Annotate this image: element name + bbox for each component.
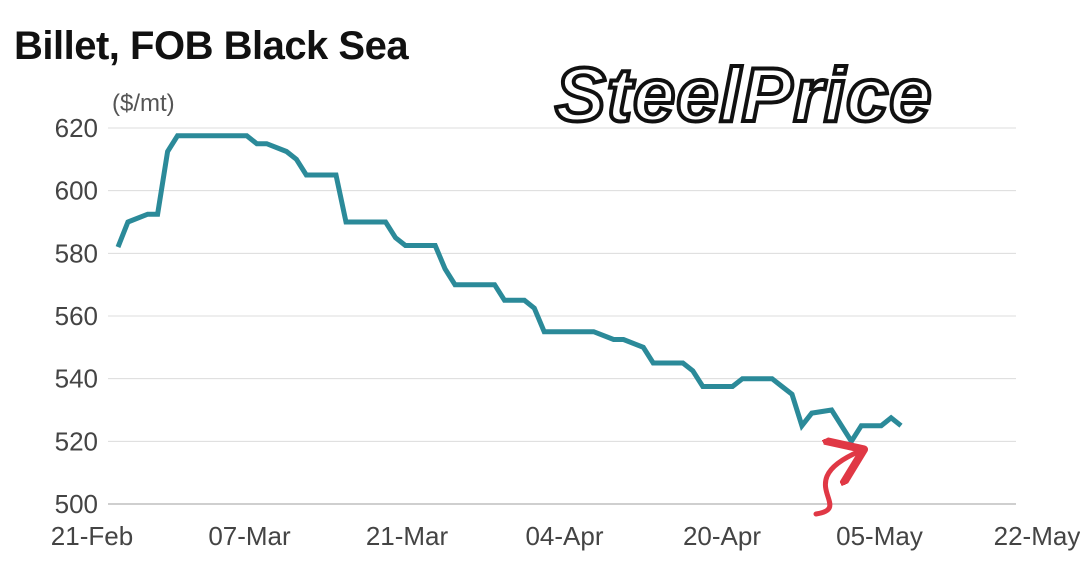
x-tick-label: 07-Mar [208, 521, 291, 551]
x-tick-label: 22-May [994, 521, 1080, 551]
watermark-logo: SteelPrice [553, 51, 934, 140]
x-tick-label: 21-Feb [51, 521, 133, 551]
x-tick-label: 05-May [836, 521, 923, 551]
y-tick-label: 520 [55, 426, 98, 456]
chart-title: Billet, FOB Black Sea [14, 24, 409, 68]
price-line [115, 133, 903, 446]
y-tick-label: 580 [55, 238, 98, 268]
y-tick-label: 560 [55, 301, 98, 331]
x-tick-label: 04-Apr [525, 521, 603, 551]
y-tick-label: 540 [55, 364, 98, 394]
annotation-arrow [813, 451, 859, 517]
y-tick-label: 620 [55, 113, 98, 143]
x-tick-label: 20-Apr [683, 521, 761, 551]
x-tick-label: 21-Mar [366, 521, 449, 551]
y-axis-unit-label: ($/mt) [112, 90, 175, 117]
y-tick-label: 600 [55, 176, 98, 206]
y-tick-label: 500 [55, 489, 98, 519]
